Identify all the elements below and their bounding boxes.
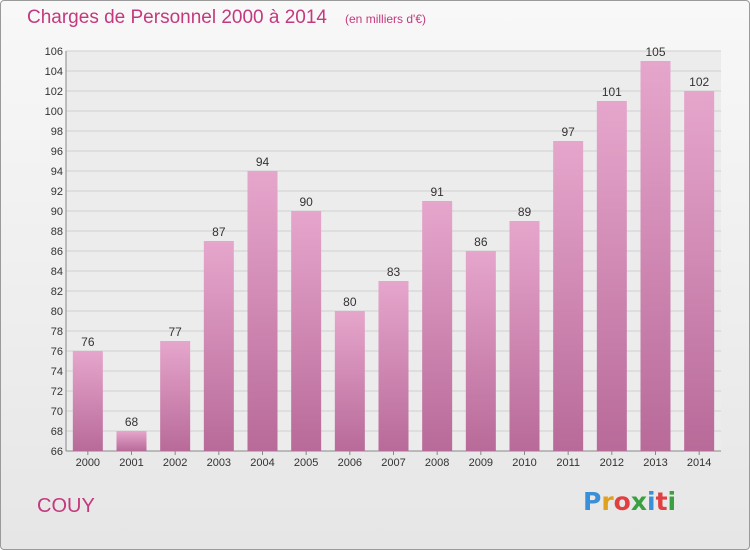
chart-title-line: Charges de Personnel 2000 à 2014 (en mill… — [27, 7, 426, 29]
x-tick-label: 2013 — [643, 457, 667, 469]
y-tick-label: 72 — [51, 386, 63, 398]
bar-value-label: 80 — [343, 295, 357, 309]
x-tick-label: 2004 — [250, 457, 274, 469]
x-tick-label: 2009 — [469, 457, 493, 469]
logo-letter: o — [613, 487, 631, 516]
chart-subtitle: (en milliers d'€) — [345, 12, 426, 26]
bar — [378, 281, 409, 451]
logo-letter: i — [647, 487, 656, 516]
y-tick-label: 70 — [51, 406, 63, 418]
y-tick-label: 88 — [51, 226, 63, 238]
bar — [509, 221, 540, 451]
bar-value-label: 87 — [212, 225, 226, 239]
bar-value-label: 90 — [299, 195, 313, 209]
y-tick-label: 94 — [51, 166, 63, 178]
bar — [553, 141, 584, 451]
bar-value-label: 83 — [387, 265, 401, 279]
logo-letter: x — [630, 487, 647, 516]
bar-value-label: 76 — [81, 335, 95, 349]
bar — [684, 91, 715, 451]
y-tick-label: 104 — [45, 66, 63, 78]
x-tick-label: 2005 — [294, 457, 318, 469]
chart-title: Charges de Personnel 2000 à 2014 — [27, 7, 328, 28]
bar — [334, 311, 365, 451]
y-tick-label: 82 — [51, 286, 63, 298]
y-tick-label: 74 — [51, 366, 63, 378]
bar — [596, 101, 627, 451]
y-tick-label: 84 — [51, 266, 63, 278]
logo-letter: P — [583, 487, 602, 516]
logo-letter: t — [655, 487, 668, 516]
y-tick-label: 86 — [51, 246, 63, 258]
y-tick-label: 106 — [45, 46, 63, 58]
bar-value-label: 77 — [168, 325, 182, 339]
bar — [247, 171, 278, 451]
y-tick-label: 68 — [51, 426, 63, 438]
bar — [465, 251, 496, 451]
y-tick-label: 76 — [51, 346, 63, 358]
x-tick-label: 2008 — [425, 457, 449, 469]
bar-value-label: 91 — [430, 185, 444, 199]
y-tick-label: 100 — [45, 106, 63, 118]
y-tick-label: 66 — [51, 446, 63, 458]
y-tick-label: 92 — [51, 186, 63, 198]
x-tick-label: 2014 — [687, 457, 711, 469]
bar — [203, 241, 234, 451]
y-tick-label: 102 — [45, 86, 63, 98]
bar-value-label: 105 — [645, 45, 665, 59]
bar-value-label: 101 — [602, 85, 622, 99]
x-tick-label: 2002 — [163, 457, 187, 469]
y-tick-label: 78 — [51, 326, 63, 338]
x-tick-label: 2006 — [338, 457, 362, 469]
logo-letter: r — [601, 487, 614, 516]
bar-value-label: 68 — [125, 415, 139, 429]
bar-value-label: 94 — [256, 155, 270, 169]
commune-name: COUY — [37, 495, 95, 517]
bar — [116, 431, 147, 451]
x-tick-label: 2003 — [207, 457, 231, 469]
bar — [291, 211, 322, 451]
proxiti-logo: Proxiti — [583, 487, 676, 516]
x-tick-label: 2000 — [76, 457, 100, 469]
bar — [422, 201, 453, 451]
x-tick-label: 2011 — [556, 457, 580, 469]
y-tick-label: 96 — [51, 146, 63, 158]
bar — [72, 351, 103, 451]
y-tick-label: 98 — [51, 126, 63, 138]
x-tick-label: 2010 — [512, 457, 536, 469]
bar — [160, 341, 191, 451]
x-tick-label: 2012 — [600, 457, 624, 469]
bar-value-label: 89 — [518, 205, 532, 219]
y-tick-label: 90 — [51, 206, 63, 218]
x-tick-label: 2007 — [381, 457, 405, 469]
bar-value-label: 102 — [689, 75, 709, 89]
x-tick-label: 2001 — [119, 457, 143, 469]
bar — [640, 61, 671, 451]
y-tick-label: 80 — [51, 306, 63, 318]
bar-value-label: 97 — [561, 125, 575, 139]
bar-value-label: 86 — [474, 235, 488, 249]
logo-letter: i — [667, 487, 677, 516]
